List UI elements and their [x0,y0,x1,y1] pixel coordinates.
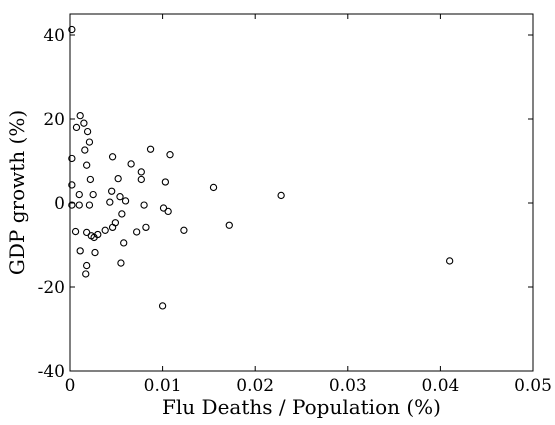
data-point [83,261,91,270]
data-point [140,201,148,209]
data-point [180,226,188,234]
data-point [159,204,168,212]
data-point [68,154,76,163]
y-axis-label: GDP growth (%) [5,110,29,275]
x-axis-label: Flu Deaths / Population (%) [162,395,441,419]
y-tick-label: -40 [38,362,65,382]
y-tick-label: -20 [38,278,65,298]
axis-ticks [69,14,534,372]
x-tick-labels: 0 0.01 0.02 0.03 0.04 0.05 [65,376,552,396]
x-tick-label: 0.03 [329,376,367,396]
data-point [91,248,99,257]
data-point [114,174,122,183]
y-tick-label: 0 [54,194,65,214]
data-point [68,25,76,34]
data-point [101,226,109,234]
data-point [82,270,90,278]
data-point [225,221,233,229]
data-points [68,25,454,310]
data-point [127,160,135,168]
data-point [75,190,83,199]
data-point [68,181,76,189]
data-point [166,151,174,159]
data-point [85,201,94,209]
data-point [108,223,117,232]
data-point [86,175,95,184]
data-point [85,138,94,146]
data-point [80,119,88,127]
data-point [83,127,92,136]
x-tick-label: 0.01 [144,376,182,396]
x-tick-label: 0 [65,376,76,396]
data-point [117,259,125,267]
data-point [120,239,128,247]
data-point [76,111,84,120]
data-point [71,227,80,236]
plot-area-frame [69,13,534,372]
data-point [111,219,120,227]
data-point [89,190,97,199]
y-tick-label: 20 [43,110,65,130]
data-point [137,168,145,176]
data-point [108,187,116,195]
data-point [146,145,155,153]
data-point [277,191,285,200]
data-point [81,146,89,154]
data-point [209,183,218,192]
data-point [137,175,145,184]
data-point [118,210,126,218]
x-tick-label: 0.04 [421,376,459,396]
data-point [106,198,114,206]
data-point [72,123,81,132]
data-point [121,197,130,205]
data-point [133,228,141,236]
data-point [142,223,150,232]
data-point [116,193,124,201]
y-tick-labels: -40 -20 0 20 40 [38,26,65,382]
data-point [164,207,172,216]
x-tick-label: 0.05 [514,376,552,396]
data-point [158,302,167,310]
x-tick-label: 0.02 [236,376,274,396]
data-point [83,228,91,237]
data-point [83,161,91,169]
data-point [94,230,102,239]
data-point [76,247,84,255]
data-point [108,153,117,161]
y-tick-label: 40 [43,26,65,46]
data-point [161,178,170,186]
data-point [446,257,454,265]
data-point [75,201,83,209]
data-point [68,201,76,209]
